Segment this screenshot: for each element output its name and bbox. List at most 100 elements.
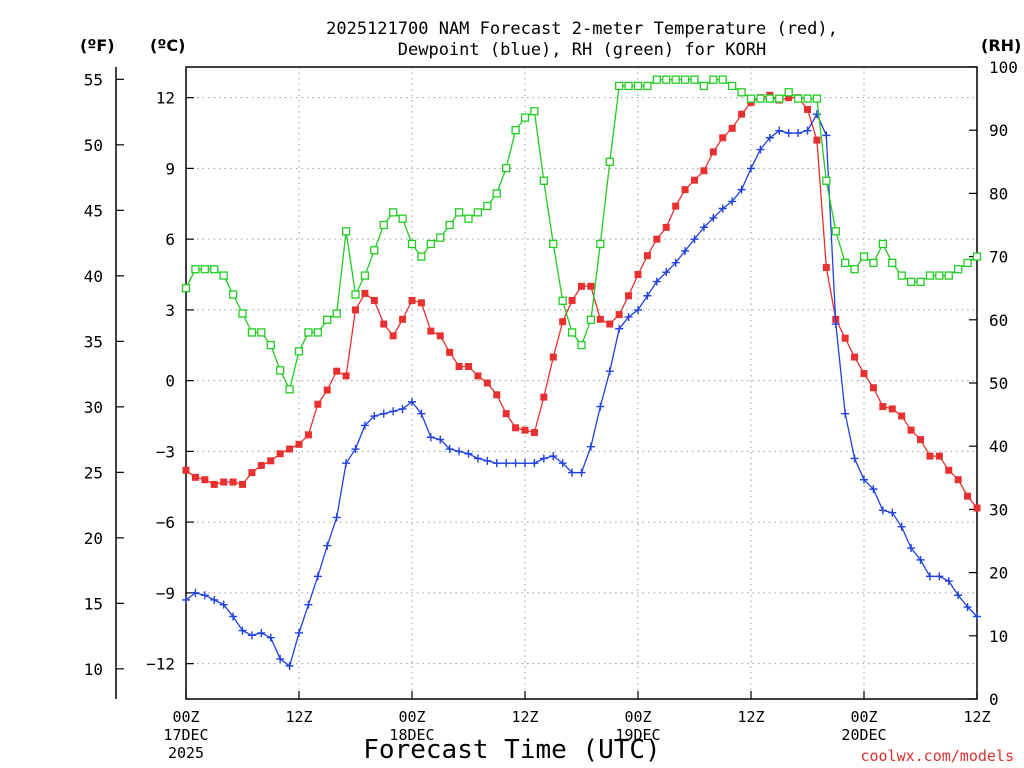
temperature-point	[945, 466, 953, 474]
dewpoint-point	[473, 454, 482, 463]
temperature-point	[615, 311, 623, 319]
dewpoint-point	[634, 305, 642, 314]
rh-point	[313, 328, 322, 337]
dewpoint-point	[191, 588, 200, 597]
dewpoint-point	[351, 445, 360, 454]
chart-series	[181, 75, 982, 670]
rh-point	[238, 309, 247, 318]
rh-point	[294, 347, 304, 356]
rh-point	[266, 340, 275, 350]
dewpoint-point	[690, 235, 699, 244]
temperature-point	[841, 334, 849, 342]
temperature-point	[813, 136, 821, 144]
temperature-point	[220, 478, 228, 486]
temperature-point	[935, 452, 943, 460]
celsius-axis: 12 9 6 3 0 −3 −6 −9 −12	[146, 89, 194, 674]
dewpoint-point	[511, 459, 520, 468]
rh-point	[841, 258, 850, 268]
temperature-point	[333, 367, 341, 375]
celsius-tick-label: 12	[156, 89, 175, 108]
rh-point	[775, 94, 784, 103]
dewpoint-point	[502, 459, 511, 468]
dewpoint-point	[615, 324, 624, 333]
temperature-point	[210, 480, 218, 488]
temperature-point	[860, 370, 868, 378]
celsius-tick-label: −3	[156, 442, 175, 461]
time-tick-date-label: 20DEC	[841, 726, 886, 744]
fahrenheit-tick-label: 50	[84, 136, 103, 155]
temperature-point	[954, 476, 962, 484]
dewpoint-point	[389, 407, 398, 416]
dewpoint-point	[737, 185, 746, 194]
temperature-point	[662, 223, 670, 231]
dewpoint-point	[878, 506, 887, 515]
dewpoint-point	[398, 404, 407, 413]
dewpoint-point	[219, 600, 228, 609]
temperature-point	[917, 436, 924, 444]
dewpoint-point	[907, 544, 916, 553]
dewpoint-point	[436, 435, 445, 444]
rh-point	[454, 208, 464, 217]
temperature-point	[738, 110, 746, 118]
celsius-tick-label: −6	[156, 513, 175, 532]
temperature-point	[512, 424, 520, 432]
temperature-point	[239, 480, 246, 488]
temperature-point	[201, 476, 209, 484]
dewpoint-point	[276, 654, 285, 663]
temperature-point	[625, 292, 633, 300]
rh-point	[539, 176, 548, 185]
dewpoint-point	[323, 541, 332, 550]
rh-point	[464, 214, 473, 223]
temperature-point	[229, 478, 237, 486]
temperature-point	[568, 296, 576, 304]
temperature-point	[361, 289, 369, 297]
dewpoint-point	[803, 126, 812, 135]
rh-point	[812, 94, 822, 103]
temperature-point	[700, 167, 708, 175]
temperature-point	[455, 362, 463, 370]
temperature-point	[304, 431, 312, 439]
temperature-point	[898, 412, 906, 420]
temperature-point	[182, 466, 190, 474]
dewpoint-point	[182, 595, 190, 604]
rh-tick-label: 10	[989, 627, 1008, 646]
dewpoint-point	[445, 445, 454, 454]
dewpoint-point	[313, 572, 322, 581]
axis-unit-celsius: (ºC)	[150, 36, 185, 55]
dewpoint-point	[709, 213, 718, 222]
temperature-point	[389, 332, 397, 340]
rh-tick-label: 100	[989, 58, 1018, 77]
temperature-point	[436, 332, 444, 340]
chart-title-line1: 2025121700 NAM Forecast 2-meter Temperat…	[326, 19, 838, 39]
rh-tick-label: 80	[989, 184, 1008, 203]
dewpoint-point	[652, 277, 661, 286]
axis-unit-fahrenheit: (ºF)	[80, 36, 115, 55]
axis-unit-rh: (RH)	[981, 36, 1021, 55]
rh-point	[511, 126, 520, 135]
temperature-point	[483, 379, 491, 387]
dewpoint-point	[257, 628, 266, 637]
celsius-tick-label: 9	[165, 159, 175, 178]
rh-point	[219, 271, 228, 280]
dewpoint-point	[558, 459, 567, 468]
temperature-point	[851, 353, 859, 361]
rh-point	[680, 75, 690, 84]
temperature-point	[681, 186, 689, 194]
dewpoint-point	[521, 459, 529, 468]
celsius-tick-label: 6	[165, 230, 175, 249]
dewpoint-point	[530, 459, 539, 468]
rh-point	[615, 81, 624, 91]
temperature-point	[352, 306, 359, 314]
celsius-tick-label: 0	[165, 372, 175, 391]
dewpoint-point	[671, 258, 680, 267]
temperature-point	[286, 445, 294, 453]
temperature-point	[295, 440, 303, 448]
temperature-point	[606, 320, 614, 328]
rh-point	[850, 265, 859, 274]
fahrenheit-tick-label: 55	[84, 70, 103, 89]
rh-point	[728, 81, 737, 91]
temperature-point	[549, 353, 557, 361]
rh-point	[191, 265, 200, 274]
